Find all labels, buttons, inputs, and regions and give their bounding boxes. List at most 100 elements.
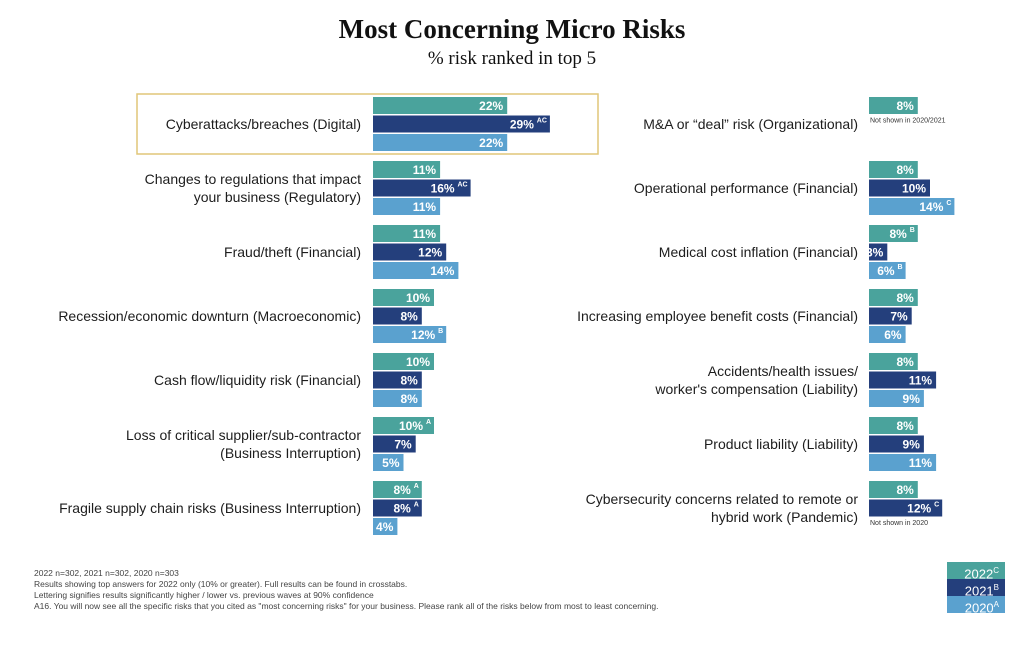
- highlight-box: [136, 93, 599, 155]
- bar-2022: [869, 161, 918, 178]
- data-label: 8%: [896, 355, 914, 369]
- category-label: M&A or “deal” risk (Organizational): [643, 116, 858, 132]
- data-label: 9%: [903, 438, 921, 452]
- data-label: 11%: [413, 227, 437, 241]
- data-label: 8%: [400, 374, 418, 388]
- data-label: 10%: [902, 182, 926, 196]
- bar-chart: Cyberattacks/breaches (Digital)22%29% AC2…: [58, 93, 955, 535]
- data-label: 8%: [400, 392, 418, 406]
- data-label: 11%: [909, 374, 933, 388]
- bar-2021: [373, 499, 422, 517]
- bar-2020: [373, 262, 459, 279]
- category-label: Cash flow/liquidity risk (Financial): [154, 372, 361, 388]
- data-label: 5%: [382, 456, 400, 470]
- data-label: 12%: [411, 328, 435, 342]
- category-label: Operational performance (Financial): [634, 180, 858, 196]
- category-label: worker's compensation (Liability): [654, 381, 858, 397]
- category-label: Fragile supply chain risks (Business Int…: [59, 500, 361, 516]
- data-label: 11%: [413, 163, 437, 177]
- data-label: 9%: [903, 392, 921, 406]
- bar-2022: [373, 481, 422, 498]
- bar-2022: [373, 161, 441, 178]
- bar-2020: [869, 198, 955, 215]
- bar-2021: [869, 435, 924, 453]
- legend-item-2020: 2020A: [947, 596, 1005, 616]
- bar-2021: [869, 499, 943, 517]
- legend-label: 2020: [964, 600, 994, 616]
- bar-2022: [869, 97, 918, 114]
- footnote: Results showing top answers for 2022 onl…: [34, 579, 408, 589]
- data-label: 10%: [406, 291, 430, 305]
- significance-letter: A: [426, 419, 431, 426]
- data-label: 8%: [896, 163, 914, 177]
- data-label: 8%: [896, 483, 914, 497]
- data-label: 8%: [393, 483, 411, 497]
- bar-2022: [869, 353, 918, 370]
- significance-letter: B: [898, 264, 903, 271]
- chart-title: Most Concerning Micro Risks: [338, 14, 686, 44]
- bar-2022: [869, 417, 918, 434]
- legend-label: 2021: [964, 583, 994, 599]
- bar-2020: [869, 390, 924, 407]
- data-label: 12%: [907, 502, 931, 516]
- data-label: 14%: [919, 200, 943, 214]
- data-label: 22%: [479, 136, 503, 150]
- bar-2022: [869, 481, 918, 498]
- legend-item-2022: 2022C: [947, 562, 1005, 582]
- significance-letter: B: [910, 227, 915, 234]
- legend-sup: C: [993, 566, 999, 575]
- bar-2022: [869, 225, 918, 242]
- bar-2022: [373, 289, 434, 306]
- data-label: 7%: [394, 438, 412, 452]
- data-label: 14%: [430, 264, 454, 278]
- data-label: 10%: [406, 355, 430, 369]
- bar-2021: [373, 243, 447, 261]
- data-label: 22%: [479, 99, 503, 113]
- category-label: Cybersecurity concerns related to remote…: [586, 491, 859, 507]
- category-label: Changes to regulations that impact: [145, 171, 361, 187]
- category-label: Loss of critical supplier/sub-contractor: [126, 427, 361, 443]
- bar-2020: [373, 518, 398, 535]
- data-label: 10%: [399, 419, 423, 433]
- bar-2020: [373, 198, 441, 215]
- data-label: 11%: [413, 200, 437, 214]
- significance-letter: A: [414, 502, 419, 509]
- bar-2020: [373, 134, 508, 151]
- data-label: 8%: [889, 227, 907, 241]
- category-label: Medical cost inflation (Financial): [659, 244, 858, 260]
- bar-2020: [373, 454, 404, 471]
- data-label: 3%: [866, 246, 884, 260]
- bar-2021: [869, 243, 888, 261]
- data-label: 8%: [393, 502, 411, 516]
- data-label: 8%: [400, 310, 418, 324]
- bar-2021: [869, 179, 930, 197]
- bar-2021: [869, 307, 912, 325]
- category-label: hybrid work (Pandemic): [711, 509, 858, 525]
- significance-letter: B: [438, 328, 443, 335]
- category-label: Product liability (Liability): [704, 436, 858, 452]
- data-label: 7%: [890, 310, 908, 324]
- bar-2021: [373, 307, 422, 325]
- bar-2021: [869, 371, 937, 389]
- significance-letter: C: [934, 502, 939, 509]
- category-label: your business (Regulatory): [194, 189, 361, 205]
- legend-label: 2022: [964, 566, 994, 582]
- bar-2020: [869, 326, 906, 343]
- legend-sup: A: [993, 600, 999, 609]
- bar-note: Not shown in 2020: [870, 520, 928, 527]
- bar-2021: [373, 115, 550, 133]
- bar-2022: [373, 353, 434, 370]
- footnotes: 2022 n=302, 2021 n=302, 2020 n=303 Resul…: [34, 568, 658, 612]
- data-label: 8%: [896, 419, 914, 433]
- bar-2022: [373, 225, 441, 242]
- bar-2021: [373, 179, 471, 197]
- category-label: Accidents/health issues/: [708, 363, 858, 379]
- data-label: 12%: [418, 246, 442, 260]
- legend: 2022C 2021B 2020A: [947, 562, 1005, 616]
- category-label: Recession/economic downturn (Macroeconom…: [58, 308, 361, 324]
- bar-2020: [869, 262, 906, 279]
- data-label: 16%: [431, 182, 455, 196]
- bar-2021: [373, 371, 422, 389]
- bar-2021: [373, 435, 416, 453]
- footnote: 2022 n=302, 2021 n=302, 2020 n=303: [34, 568, 179, 578]
